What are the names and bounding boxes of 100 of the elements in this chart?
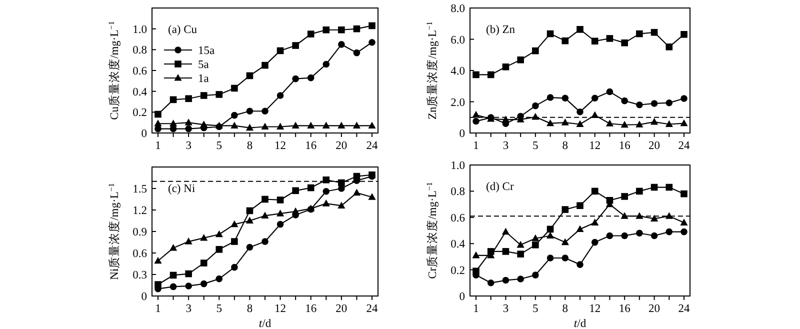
point [154,256,162,264]
x-tick-label: 3 [186,303,192,315]
point [185,95,192,102]
point [576,120,584,128]
point [636,120,644,128]
point [472,118,480,125]
point [368,38,376,46]
point [680,218,688,226]
point [170,283,177,290]
point [532,272,539,278]
point [562,254,569,262]
point [338,26,345,34]
point [261,122,269,130]
y-tick-label: 0.4 [450,238,466,251]
x-tick-label: 1 [155,303,162,315]
x-tick-label: 5 [532,303,539,315]
x-tick-label: 20 [648,303,660,315]
point [184,118,192,126]
point [262,238,268,245]
point [472,268,480,275]
point [322,26,330,34]
point [231,264,238,271]
point [322,200,330,206]
point [576,108,584,116]
point [246,244,254,251]
x-tick-label: 5 [532,140,539,152]
legend-label: 5a [198,59,209,71]
legend-label: 15a [198,45,215,57]
x-tick-label: 24 [678,140,690,152]
point [170,272,177,279]
point [517,250,524,258]
point [650,232,658,240]
point [200,120,208,128]
point [292,207,300,214]
point [231,84,238,92]
point [230,122,238,129]
point [338,179,345,186]
x-tick-label: 1 [473,303,480,315]
point [368,193,376,200]
point [276,122,284,130]
x-tick-label: 20 [648,140,660,152]
point [216,91,223,98]
x-axis-title: t/d [574,318,586,329]
point [636,212,644,219]
x-tick-label: 24 [366,303,378,315]
x-tick-label: 24 [678,303,690,315]
x-tick-label: 12 [589,140,601,152]
point [307,30,314,38]
point [154,120,162,126]
point [591,94,598,102]
point [532,47,539,54]
point [502,248,510,255]
point [591,188,598,195]
point [200,260,208,266]
point [621,39,628,46]
y-tick-label: 0.6 [450,212,466,224]
point [576,261,584,268]
x-tick-label: 16 [618,303,631,315]
point [606,232,614,240]
point [650,28,658,36]
point [636,101,643,108]
y-tick-label: 1.0 [450,160,466,172]
point [666,184,673,191]
point [636,30,643,38]
point [621,97,628,104]
x-tick-label: 3 [502,303,509,315]
point [636,230,643,237]
point [546,119,554,126]
point [322,176,330,184]
point [353,49,360,56]
point [184,238,192,244]
x-tick-label: 8 [562,140,568,152]
point [185,125,192,132]
point [216,246,223,253]
point [665,212,673,219]
y-tick-label: 0 [141,128,148,140]
point [292,75,299,82]
point [307,122,315,129]
point [292,187,299,194]
point [276,47,284,54]
point [546,226,554,233]
x-tick-label: 1 [155,140,162,152]
point [472,110,480,118]
point [262,62,268,69]
point [562,37,569,44]
point [487,71,494,78]
point [532,234,540,242]
y-tick-label: 0.6 [132,248,148,260]
point [591,38,598,45]
point [576,225,584,232]
point [620,120,628,128]
point [606,35,614,42]
y-tick-label: 2.0 [450,96,466,109]
point [517,56,524,64]
point [680,31,688,38]
point [322,188,330,195]
point [353,172,360,180]
point [502,116,510,122]
point [246,124,254,131]
point [472,251,480,258]
